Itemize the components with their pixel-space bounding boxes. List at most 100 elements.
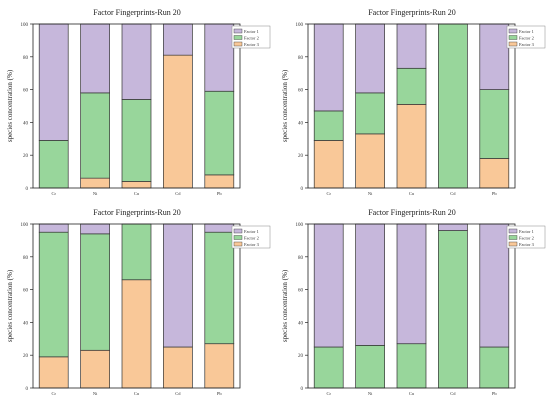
y-axis-label: species concentration (%) xyxy=(6,269,14,342)
plot-frame xyxy=(32,223,241,389)
legend-swatch-factor-2 xyxy=(233,235,243,240)
bar-segment-factor-2 xyxy=(121,99,152,182)
x-tick-label: Cu xyxy=(409,191,415,196)
y-tick-label: 20 xyxy=(23,154,29,159)
legend-swatch-factor-3 xyxy=(508,241,518,247)
bar-segment-factor-2 xyxy=(438,23,468,189)
chart-panel-top-right: Factor Fingerprints-Run 20 species concen… xyxy=(275,0,550,200)
bar-segment-factor-2 xyxy=(355,345,385,389)
bar-segment-factor-2 xyxy=(38,231,69,358)
bar-segment-factor-2 xyxy=(355,92,385,135)
bar-segment-factor-3 xyxy=(121,181,152,189)
bar-segment-factor-2 xyxy=(479,89,510,159)
y-tick-label: 0 xyxy=(301,187,304,192)
plot-frame xyxy=(32,23,241,189)
bar-segment-factor-3 xyxy=(313,140,344,189)
bar-segment-factor-1 xyxy=(479,23,510,90)
y-tick-label: 60 xyxy=(23,289,29,294)
bar-segment-factor-1 xyxy=(396,223,427,345)
bar-segment-factor-1 xyxy=(396,23,427,69)
bar-segment-factor-1 xyxy=(38,223,69,233)
x-tick-label: Cd xyxy=(175,191,181,196)
bar-segment-factor-3 xyxy=(38,356,69,389)
legend-swatch-factor-1 xyxy=(233,228,243,234)
bar-segment-factor-1 xyxy=(80,223,110,235)
y-axis-label: species concentration (%) xyxy=(6,69,14,142)
bar-segment-factor-3 xyxy=(479,158,510,189)
chart-panel-bottom-right: Factor Fingerprints-Run 20 species concen… xyxy=(275,200,550,400)
bar-segment-factor-1 xyxy=(313,23,344,112)
bar-segment-factor-1 xyxy=(355,23,385,94)
bar-segment-factor-3 xyxy=(396,104,427,189)
x-tick-label: Pb xyxy=(217,191,223,196)
chart-title: Factor Fingerprints-Run 20 xyxy=(368,8,456,17)
chart-title: Factor Fingerprints-Run 20 xyxy=(93,208,181,217)
y-tick-label: 100 xyxy=(21,223,29,228)
x-tick-label: Cr xyxy=(51,191,56,196)
legend-swatch-factor-3 xyxy=(233,241,243,247)
y-tick-label: 80 xyxy=(298,56,304,61)
x-tick-label: Ni xyxy=(93,391,98,396)
x-tick-label: Cd xyxy=(450,391,456,396)
y-tick-label: 100 xyxy=(296,223,304,228)
bar-segment-factor-3 xyxy=(80,349,110,389)
chart-title: Factor Fingerprints-Run 20 xyxy=(93,8,181,17)
y-tick-label: 80 xyxy=(298,256,304,261)
y-tick-label: 80 xyxy=(23,256,29,261)
y-tick-label: 60 xyxy=(23,89,29,94)
stacked-bar-chart: Factor Fingerprints-Run 20 species concen… xyxy=(6,8,271,196)
y-tick-label: 40 xyxy=(298,121,304,126)
x-tick-label: Ni xyxy=(368,391,373,396)
x-tick-label: Cr xyxy=(326,191,331,196)
bar-segment-factor-3 xyxy=(204,174,235,189)
bar-segment-factor-1 xyxy=(80,23,110,94)
legend-swatch-factor-2 xyxy=(508,35,518,40)
bar-segment-factor-2 xyxy=(80,233,110,351)
bar-segment-factor-3 xyxy=(163,54,193,189)
bar-segment-factor-1 xyxy=(163,23,193,56)
y-axis-label: species concentration (%) xyxy=(281,269,289,342)
stacked-bar-chart: Factor Fingerprints-Run 20 species concen… xyxy=(6,208,271,396)
x-tick-label: Pb xyxy=(492,391,498,396)
bar-segment-factor-2 xyxy=(121,223,152,281)
bar-segment-factor-2 xyxy=(479,346,510,389)
x-tick-label: Ni xyxy=(93,191,98,196)
bar-segment-factor-1 xyxy=(204,223,235,233)
bar-segment-factor-3 xyxy=(163,346,193,389)
legend-label: Factor 1 xyxy=(244,29,259,34)
y-tick-label: 60 xyxy=(298,289,304,294)
y-tick-label: 100 xyxy=(296,23,304,28)
bar-segment-factor-1 xyxy=(121,23,152,100)
bar-segment-factor-2 xyxy=(396,343,427,389)
y-tick-label: 40 xyxy=(23,321,29,326)
bar-segment-factor-2 xyxy=(38,140,69,189)
y-tick-label: 80 xyxy=(23,56,29,61)
y-tick-label: 20 xyxy=(298,354,304,359)
x-tick-label: Cu xyxy=(134,391,140,396)
y-tick-label: 40 xyxy=(23,121,29,126)
legend-label: Factor 3 xyxy=(519,242,535,247)
chart-title: Factor Fingerprints-Run 20 xyxy=(368,208,456,217)
y-tick-label: 60 xyxy=(298,89,304,94)
x-tick-label: Ni xyxy=(368,191,373,196)
y-tick-label: 0 xyxy=(301,387,304,392)
bar-segment-factor-1 xyxy=(438,223,468,231)
legend-swatch-factor-3 xyxy=(233,41,243,47)
plot-frame xyxy=(307,23,516,189)
bar-segment-factor-1 xyxy=(204,23,235,92)
bar-segment-factor-1 xyxy=(313,223,344,348)
y-axis-label: species concentration (%) xyxy=(281,69,289,142)
y-tick-label: 20 xyxy=(23,354,29,359)
legend-label: Factor 1 xyxy=(244,229,259,234)
legend-swatch-factor-2 xyxy=(508,235,518,240)
y-tick-label: 40 xyxy=(298,321,304,326)
legend-label: Factor 2 xyxy=(519,35,534,40)
x-tick-label: Pb xyxy=(492,191,498,196)
bar-segment-factor-2 xyxy=(80,92,110,179)
x-tick-label: Cr xyxy=(51,391,56,396)
legend-label: Factor 2 xyxy=(244,235,259,240)
